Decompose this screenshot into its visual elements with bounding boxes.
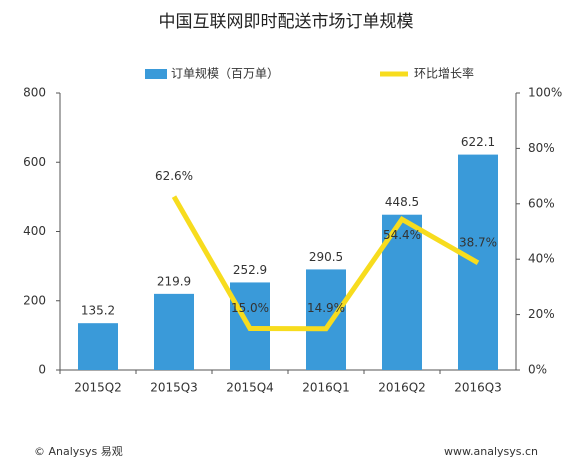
legend-label: 环比增长率 [414,66,474,81]
bar-value-label: 135.2 [81,304,115,318]
bar-value-label: 448.5 [385,195,419,209]
x-tick-label: 2016Q2 [378,381,426,395]
y-tick-label: 800 [23,86,46,100]
x-tick-label: 2015Q4 [226,381,274,395]
footer-left: © Analysys 易观 [34,445,123,458]
bar [306,269,346,370]
footer-right: www.analysys.cn [444,445,538,458]
line-value-label: 15.0% [231,301,269,315]
y2-tick-label: 20% [528,307,555,321]
y-tick-label: 600 [23,155,46,169]
bar [78,323,118,370]
y2-tick-label: 80% [528,141,555,155]
y2-tick-label: 40% [528,252,555,266]
x-tick-label: 2016Q1 [302,381,350,395]
bar [154,293,194,370]
y-tick-label: 0 [38,363,46,377]
y2-tick-label: 60% [528,196,555,210]
line-value-label: 38.7% [459,235,497,249]
chart-title: 中国互联网即时配送市场订单规模 [159,12,414,32]
legend-label: 订单规模（百万单） [171,66,279,81]
y-tick-label: 400 [23,224,46,238]
x-tick-label: 2015Q2 [74,381,122,395]
y-tick-label: 200 [23,293,46,307]
bar-value-label: 252.9 [233,263,267,277]
line [171,195,480,332]
bar-value-label: 219.9 [157,274,191,288]
line-value-label: 62.6% [155,169,193,183]
bar-value-label: 290.5 [309,250,343,264]
x-tick-label: 2016Q3 [454,381,502,395]
bar-value-label: 622.1 [461,135,495,149]
y2-tick-label: 100% [528,86,562,100]
line-value-label: 14.9% [307,301,345,315]
x-tick-label: 2015Q3 [150,381,198,395]
line-value-label: 54.4% [383,228,421,242]
legend-swatch [145,69,167,79]
y2-tick-label: 0% [528,363,547,377]
